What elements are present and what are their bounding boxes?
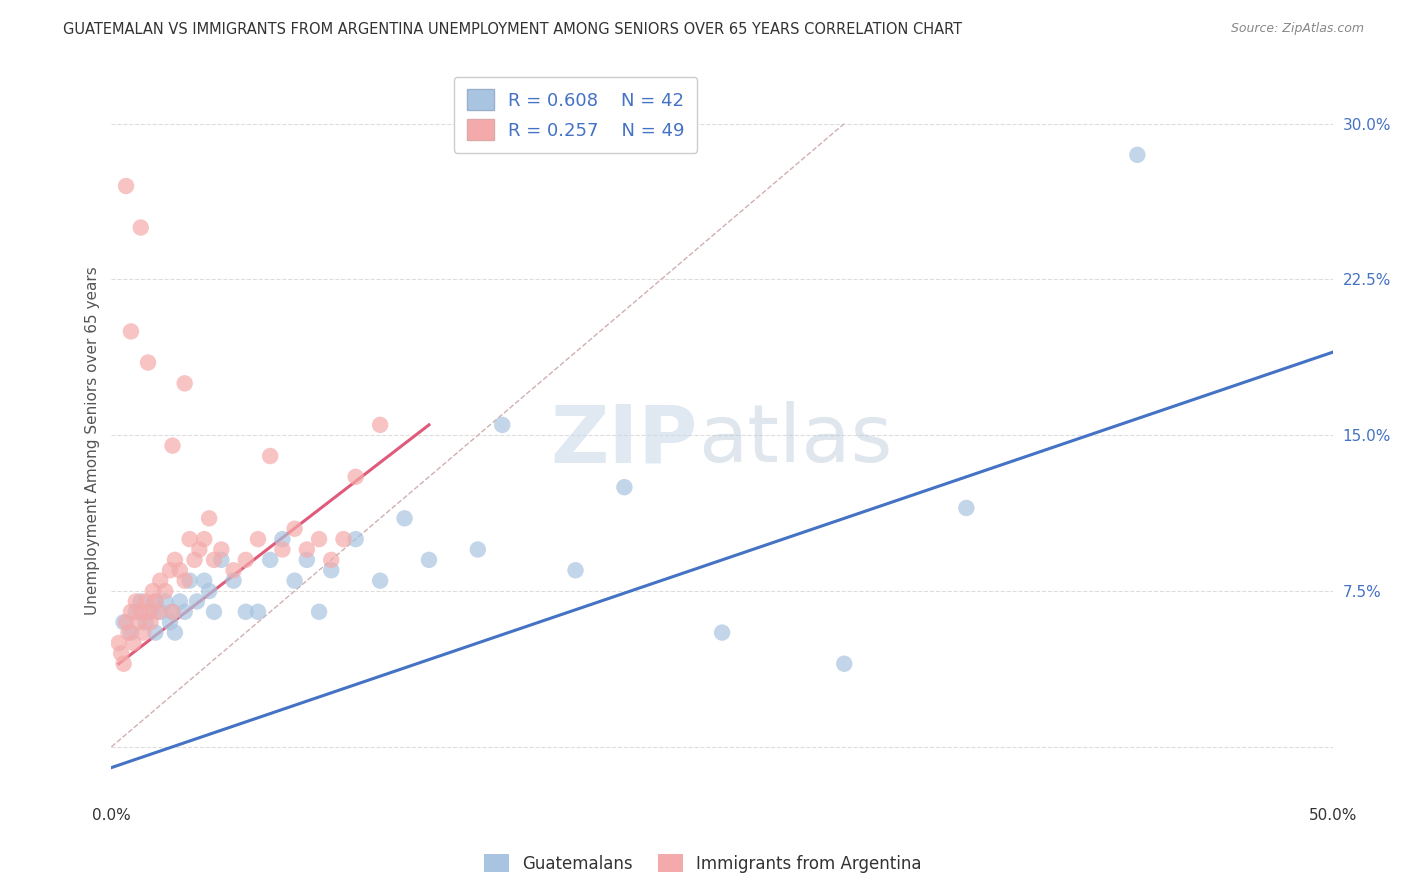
Point [132,625,155,640]
Point [832,657,855,671]
Point [145,594,167,608]
Point [125,594,148,608]
Point [135,594,157,608]
Point [368,574,391,588]
Point [169,594,191,608]
Point [139,605,162,619]
Point [222,574,245,588]
Point [115,615,138,630]
Point [235,605,257,619]
Point [159,615,181,630]
Point [136,355,159,369]
Point [271,532,294,546]
Point [125,605,148,619]
Point [564,563,586,577]
Point [142,584,165,599]
Point [332,532,354,546]
Point [163,625,186,640]
Point [198,511,221,525]
Point [344,470,367,484]
Point [295,542,318,557]
Point [321,563,343,577]
Point [129,594,152,608]
Point [146,605,169,619]
Point [145,594,167,608]
Point [129,605,152,619]
Point [271,542,294,557]
Point [112,615,135,630]
Point [127,615,149,630]
Point [169,563,191,577]
Point [159,563,181,577]
Point [162,605,184,619]
Point [467,542,489,557]
Point [112,657,135,671]
Text: ZIP: ZIP [550,401,697,480]
Point [368,417,391,432]
Point [149,605,172,619]
Point [120,325,142,339]
Point [193,574,215,588]
Point [308,532,330,546]
Point [193,532,215,546]
Point [149,574,172,588]
Text: Source: ZipAtlas.com: Source: ZipAtlas.com [1230,22,1364,36]
Point [173,376,195,391]
Point [135,615,157,630]
Point [173,605,195,619]
Point [117,625,139,640]
Point [246,532,269,546]
Point [198,584,221,599]
Point [344,532,367,546]
Point [115,179,138,194]
Point [284,522,307,536]
Point [235,553,257,567]
Point [613,480,636,494]
Point [179,532,201,546]
Point [1126,148,1149,162]
Point [284,574,307,588]
Legend: Guatemalans, Immigrants from Argentina: Guatemalans, Immigrants from Argentina [478,847,928,880]
Point [110,646,132,660]
Point [120,605,142,619]
Point [202,605,225,619]
Point [186,594,208,608]
Y-axis label: Unemployment Among Seniors over 65 years: Unemployment Among Seniors over 65 years [86,266,100,615]
Point [394,511,416,525]
Point [308,605,330,619]
Point [209,553,232,567]
Point [183,553,205,567]
Point [202,553,225,567]
Point [129,220,152,235]
Point [120,625,142,640]
Point [107,636,129,650]
Legend: R = 0.608    N = 42, R = 0.257    N = 49: R = 0.608 N = 42, R = 0.257 N = 49 [454,77,697,153]
Point [222,563,245,577]
Point [209,542,232,557]
Point [259,553,281,567]
Text: atlas: atlas [697,401,891,480]
Point [418,553,440,567]
Point [162,439,184,453]
Point [122,636,145,650]
Point [246,605,269,619]
Point [295,553,318,567]
Point [136,605,159,619]
Point [491,417,513,432]
Point [955,500,977,515]
Point [711,625,734,640]
Point [173,574,195,588]
Point [188,542,211,557]
Point [162,605,184,619]
Point [259,449,281,463]
Point [179,574,201,588]
Text: GUATEMALAN VS IMMIGRANTS FROM ARGENTINA UNEMPLOYMENT AMONG SENIORS OVER 65 YEARS: GUATEMALAN VS IMMIGRANTS FROM ARGENTINA … [63,22,962,37]
Point [321,553,343,567]
Point [145,625,167,640]
Point [153,594,176,608]
Point [139,615,162,630]
Point [163,553,186,567]
Point [153,584,176,599]
